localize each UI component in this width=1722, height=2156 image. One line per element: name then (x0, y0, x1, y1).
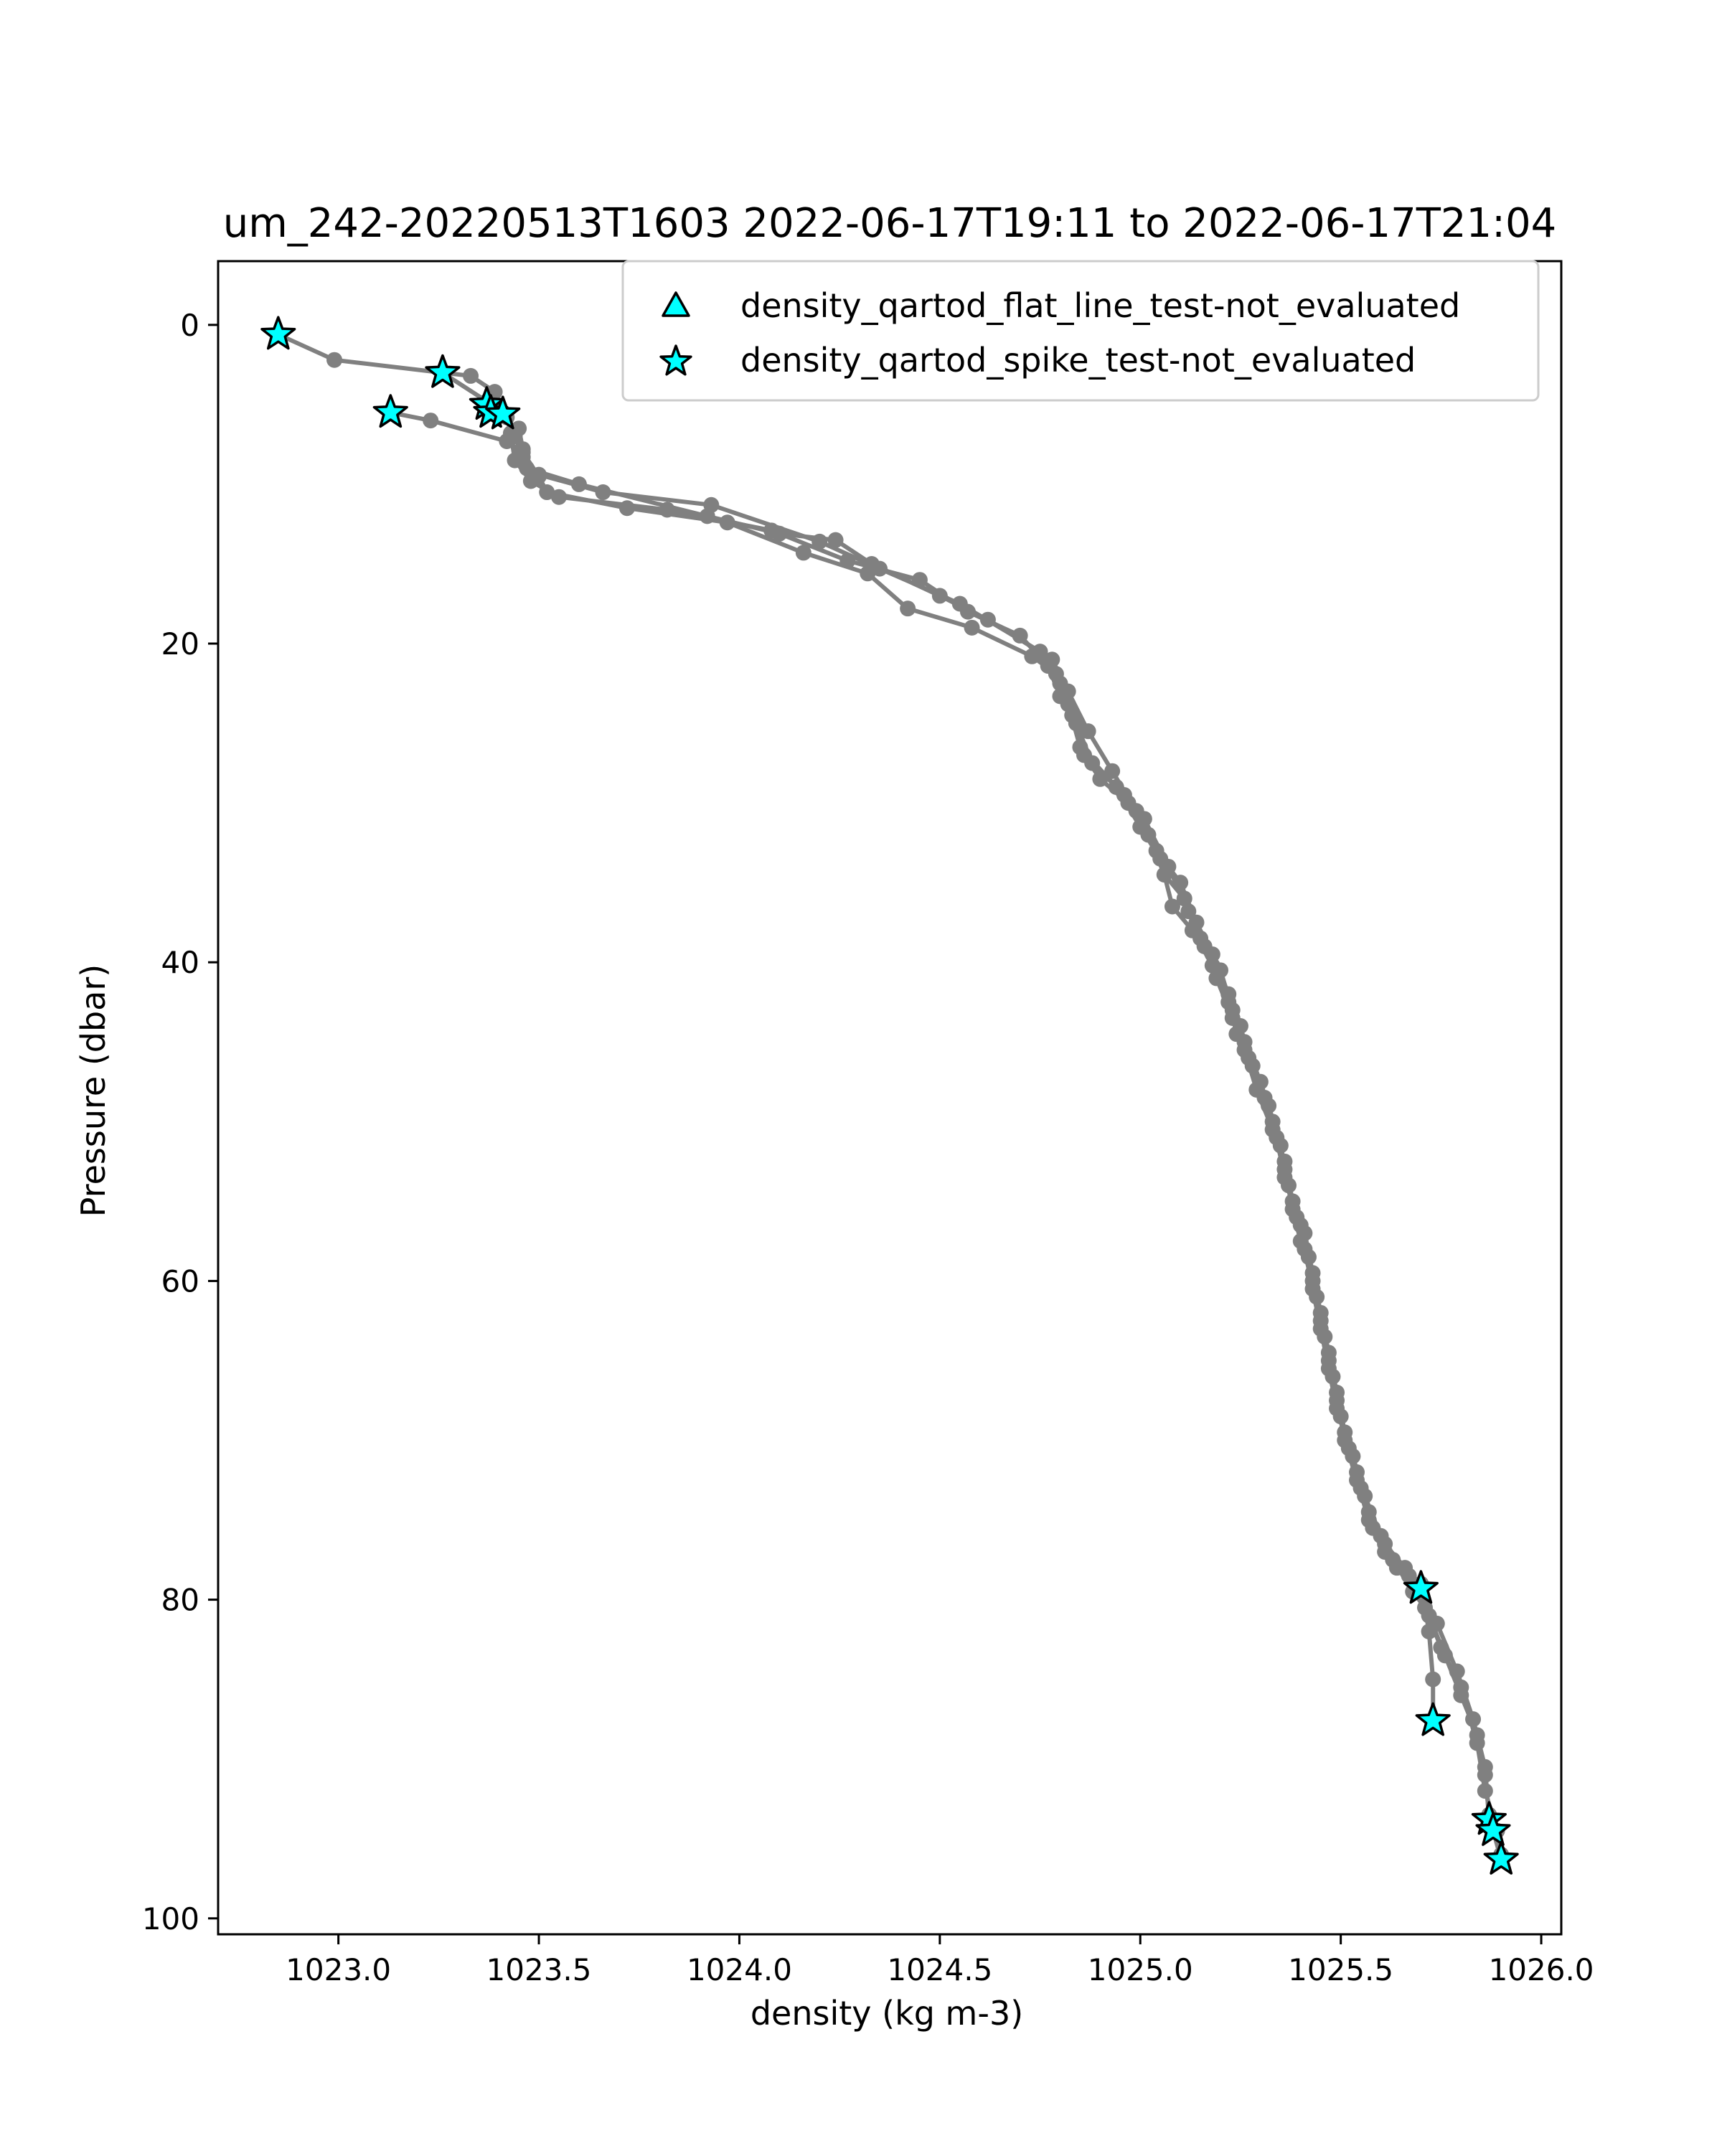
spike-flag-star (1483, 1840, 1519, 1875)
data-point (1224, 1009, 1241, 1026)
x-tick-label: 1025.0 (1088, 1952, 1193, 1987)
x-tick-label: 1025.5 (1288, 1952, 1393, 1987)
data-point (1264, 1121, 1281, 1138)
data-point (795, 545, 811, 561)
data-point (1276, 1161, 1293, 1177)
data-point (1164, 898, 1180, 915)
axes: 1023.0 1023.5 1024.0 1024.5 1025.0 1025.5 1026… (142, 260, 1594, 1987)
data-point (1477, 1783, 1493, 1799)
x-axis-label: density (kg m-3) (751, 1994, 1023, 2033)
data-point (1208, 970, 1225, 987)
y-tick-label: 40 (161, 945, 199, 980)
data-point (1116, 787, 1132, 804)
data-point (1104, 763, 1121, 779)
data-point (522, 473, 539, 489)
y-axis-label: Pressure (dbar) (74, 964, 113, 1217)
spike-flag-star (372, 394, 408, 428)
data-point (1136, 811, 1152, 827)
spike-flag-star (260, 316, 296, 350)
data-point (964, 619, 980, 636)
data-point (502, 425, 519, 441)
data-point (839, 552, 856, 569)
spike-flag-markers (260, 316, 1519, 1875)
y-tick-label: 100 (142, 1901, 199, 1936)
data-point (1160, 858, 1177, 875)
data-point (1425, 1671, 1441, 1687)
data-point (1337, 1432, 1353, 1449)
x-tick-label: 1023.0 (286, 1952, 391, 1987)
spike-flag-star (1415, 1702, 1451, 1736)
data-point (1236, 1042, 1253, 1058)
data-point (1040, 658, 1056, 674)
data-point (326, 352, 343, 368)
legend: density_qartod_flat_line_test-not_evalua… (621, 260, 1540, 402)
data-point (1349, 1472, 1365, 1489)
data-point (900, 601, 916, 617)
y-tick-label: 20 (161, 626, 199, 662)
chart-title: um_242-20220513T1603 2022-06-17T19:11 to… (223, 200, 1557, 247)
data-point (1320, 1352, 1337, 1369)
legend-star-marker (659, 344, 692, 376)
data-point (659, 502, 675, 518)
spike-flag-star (425, 354, 461, 388)
data-point (1080, 723, 1096, 740)
data-point (1304, 1273, 1321, 1289)
data-point (763, 522, 780, 539)
x-tick-label: 1024.5 (887, 1952, 992, 1987)
data-point (1292, 1233, 1309, 1249)
star-icon (659, 344, 692, 376)
x-tick-label: 1026.0 (1489, 1952, 1594, 1987)
data-point (1417, 1599, 1434, 1616)
spike-flag-star (485, 395, 521, 430)
data-point (860, 565, 876, 582)
spike-flag-star (1475, 1812, 1511, 1846)
data-point (1052, 688, 1068, 705)
data-point (507, 452, 523, 469)
data-point (959, 603, 976, 620)
legend-box (621, 260, 1540, 402)
legend-label-flat-line: density_qartod_flat_line_test-not_evalua… (740, 286, 1460, 325)
data-point (423, 413, 439, 429)
data-point (1012, 627, 1028, 644)
data-point (827, 532, 844, 548)
y-tick-label: 0 (180, 308, 199, 343)
triangle-icon (662, 291, 690, 317)
data-point (911, 572, 928, 588)
spike-flag-star (1403, 1570, 1439, 1604)
data-point (1453, 1679, 1469, 1695)
data-point (1312, 1312, 1329, 1329)
y-tick-label: 80 (161, 1583, 199, 1618)
x-tick-label: 1023.5 (486, 1952, 592, 1987)
data-point (1196, 938, 1213, 955)
data-point (1284, 1201, 1301, 1218)
plot-area (260, 316, 1519, 1875)
data-point (1433, 1639, 1449, 1656)
data-point (1469, 1735, 1485, 1751)
data-point (1180, 903, 1197, 920)
legend-label-spike: density_qartod_spike_test-not_evaluated (740, 341, 1416, 380)
x-tick-label: 1024.0 (687, 1952, 792, 1987)
data-point (1360, 1512, 1377, 1528)
data-point (570, 476, 587, 492)
data-point (1377, 1543, 1393, 1560)
data-point (550, 489, 567, 505)
data-point (1329, 1392, 1345, 1408)
data-point (463, 367, 479, 384)
profile-series (482, 396, 1510, 1863)
data-point (1401, 1568, 1417, 1584)
data-point (1068, 715, 1084, 732)
legend-triangle-marker (662, 291, 690, 317)
y-tick-label: 60 (161, 1263, 199, 1299)
data-point (1084, 755, 1101, 771)
data-point (1248, 1081, 1265, 1098)
